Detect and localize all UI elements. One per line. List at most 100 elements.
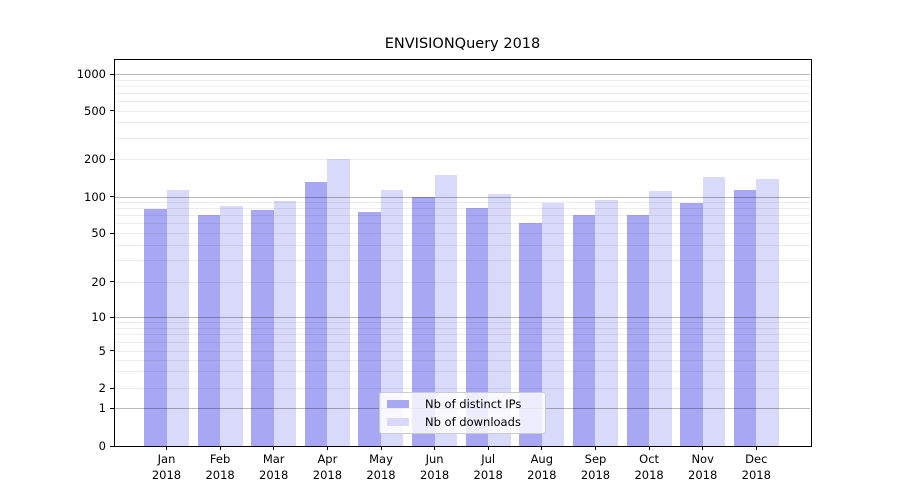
year-label: 2018 bbox=[580, 467, 611, 482]
legend-label-downloads: Nb of downloads bbox=[425, 415, 521, 429]
x-tick-mark bbox=[326, 446, 328, 450]
minor-gridline bbox=[115, 233, 810, 234]
minor-gridline bbox=[115, 260, 810, 261]
month-label: Dec bbox=[745, 452, 768, 466]
bar-downloads-feb bbox=[220, 206, 243, 446]
year-label: 2018 bbox=[366, 467, 396, 482]
bar-downloads-apr bbox=[327, 159, 350, 446]
bar-distinct-ips-mar bbox=[251, 209, 274, 446]
year-label: 2018 bbox=[259, 467, 289, 482]
x-axis-tick-label: Dec 2018 bbox=[724, 452, 788, 483]
month-label: Jul bbox=[481, 452, 496, 466]
minor-gridline bbox=[115, 137, 810, 139]
bar-downloads-jan bbox=[166, 189, 189, 446]
y-tick-mark bbox=[110, 232, 114, 234]
major-gridline bbox=[115, 317, 810, 318]
minor-gridline bbox=[115, 327, 810, 329]
minor-gridline bbox=[115, 92, 810, 94]
y-axis-tick-label: 2 bbox=[98, 381, 106, 395]
bar-distinct-ips-feb bbox=[197, 215, 221, 446]
x-axis-tick-label: Feb 2018 bbox=[188, 452, 252, 483]
month-label: Mar bbox=[262, 452, 285, 466]
minor-gridline bbox=[115, 244, 810, 246]
month-label: Oct bbox=[639, 452, 660, 466]
minor-gridline bbox=[115, 281, 810, 283]
year-label: 2018 bbox=[741, 467, 771, 482]
y-axis-tick-label: 1 bbox=[98, 401, 106, 415]
bar-downloads-mar bbox=[273, 200, 297, 446]
bar-distinct-ips-apr bbox=[304, 182, 328, 446]
x-axis-tick-label: Mar 2018 bbox=[242, 452, 306, 483]
x-axis-tick-label: Jun 2018 bbox=[403, 452, 467, 483]
y-tick-mark bbox=[110, 110, 114, 111]
minor-gridline bbox=[115, 334, 810, 336]
year-label: 2018 bbox=[473, 467, 503, 482]
minor-gridline bbox=[115, 110, 810, 112]
month-label: Aug bbox=[530, 452, 554, 466]
x-axis-tick-label: Jul 2018 bbox=[456, 452, 520, 483]
year-label: 2018 bbox=[688, 467, 718, 482]
minor-gridline bbox=[115, 341, 810, 343]
x-tick-mark bbox=[380, 446, 382, 450]
y-tick-mark bbox=[110, 316, 114, 318]
year-label: 2018 bbox=[634, 467, 664, 482]
minor-gridline bbox=[115, 100, 810, 102]
y-tick-mark bbox=[110, 196, 114, 197]
month-label: Apr bbox=[317, 452, 338, 466]
minor-gridline bbox=[115, 79, 810, 81]
bar-downloads-aug bbox=[541, 203, 565, 446]
x-tick-mark bbox=[166, 446, 167, 450]
x-tick-mark bbox=[541, 446, 543, 450]
bar-distinct-ips-oct bbox=[626, 215, 650, 446]
year-label: 2018 bbox=[312, 467, 343, 482]
bar-distinct-ips-may bbox=[358, 211, 381, 446]
year-label: 2018 bbox=[205, 467, 235, 482]
minor-gridline bbox=[115, 371, 810, 373]
y-tick-mark bbox=[110, 387, 114, 389]
legend-label-distinct-ips: Nb of distinct IPs bbox=[425, 397, 522, 411]
x-axis-tick-label: Jan 2018 bbox=[135, 452, 199, 483]
y-tick-mark bbox=[110, 73, 114, 75]
minor-gridline bbox=[115, 85, 810, 87]
y-tick-mark bbox=[110, 158, 114, 160]
bar-distinct-ips-jul bbox=[465, 208, 489, 446]
year-label: 2018 bbox=[527, 467, 557, 482]
year-label: 2018 bbox=[419, 467, 450, 482]
y-tick-mark bbox=[110, 445, 114, 447]
major-gridline bbox=[115, 74, 810, 75]
minor-gridline bbox=[115, 208, 810, 210]
legend-swatch-distinct-ips bbox=[387, 400, 409, 408]
bar-downloads-jun bbox=[434, 174, 458, 446]
major-gridline bbox=[115, 196, 810, 198]
bar-distinct-ips-nov bbox=[680, 203, 703, 446]
y-axis-tick-label: 10 bbox=[91, 310, 106, 324]
month-label: Nov bbox=[691, 452, 714, 466]
x-axis-tick-label: May 2018 bbox=[349, 452, 413, 483]
bar-distinct-ips-jun bbox=[412, 196, 435, 446]
x-tick-mark bbox=[755, 446, 757, 450]
y-axis-tick-label: 1000 bbox=[76, 67, 106, 81]
minor-gridline bbox=[115, 350, 810, 352]
x-tick-mark bbox=[487, 446, 489, 450]
x-axis-tick-label: Oct 2018 bbox=[617, 452, 681, 483]
bar-distinct-ips-aug bbox=[519, 222, 542, 446]
legend-swatch-downloads bbox=[387, 418, 409, 426]
x-tick-mark bbox=[595, 446, 596, 450]
bar-downloads-dec bbox=[756, 178, 779, 446]
y-axis-tick-label: 50 bbox=[91, 226, 106, 240]
y-axis-tick-label: 20 bbox=[91, 274, 106, 289]
y-axis-tick-label: 200 bbox=[84, 152, 106, 166]
minor-gridline bbox=[115, 388, 810, 389]
minor-gridline bbox=[115, 215, 810, 217]
legend-item-distinct-ips: Nb of distinct IPs bbox=[387, 395, 538, 413]
bar-downloads-oct bbox=[649, 190, 672, 446]
x-tick-mark bbox=[434, 446, 436, 450]
bar-distinct-ips-jan bbox=[144, 208, 167, 446]
y-axis-tick-label: 0 bbox=[98, 439, 106, 453]
x-tick-mark bbox=[273, 446, 275, 450]
bar-downloads-nov bbox=[702, 177, 726, 446]
y-tick-mark bbox=[110, 281, 114, 282]
x-axis-tick-label: Aug 2018 bbox=[510, 452, 574, 483]
y-tick-mark bbox=[110, 407, 114, 409]
